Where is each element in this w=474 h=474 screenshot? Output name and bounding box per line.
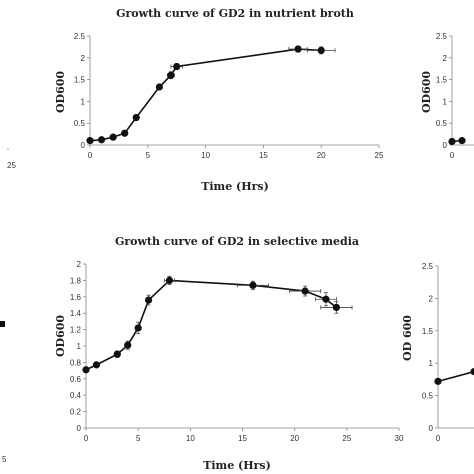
chart2-ytick-label: 0.4 [70,391,82,400]
chart3-data-point [458,137,466,145]
chart2-data-point [332,303,340,312]
chart3-data-point [448,137,456,146]
chart3-xtick-label: 0 [450,151,455,160]
chart1-data-point [155,83,163,91]
chart1-plot: 0 0.5 1 1.5 2 2.5 0 5 10 15 20 25 [74,32,384,160]
chart1-ytick-label: 1 [81,97,86,106]
chart1-xtick-label: 25 [375,151,384,160]
chart3-ytick-label: 1.5 [436,76,448,85]
chart1-data-point [173,62,181,71]
chart1-data-point [86,137,94,145]
chart4-ytick-label: 2.5 [422,262,434,271]
chart4-ylabel: OD 600 [401,315,414,361]
chart2-data-point [322,295,330,303]
chart2-data-point [165,276,174,284]
chart2-xtick-label: 5 [136,434,141,443]
chart4-ytick-label: 1.5 [422,327,434,336]
chart4-ytick-label: 2 [429,294,434,303]
chart2-ytick-label: 0.6 [70,375,82,384]
chart1-ytick-label: 0 [81,141,86,150]
chart4-partial-plot: 0 0.5 1 1.5 2 2.5 0 [422,262,474,443]
chart2-title: Growth curve of GD2 in selective media [115,235,359,248]
chart3-ytick-label: 0.5 [436,119,448,128]
chart2-ytick-label: 2 [77,260,82,269]
chart2-ytick-label: 0.2 [70,408,82,417]
chart2-ytick-label: 1.2 [70,326,82,335]
chart2-xtick-label: 30 [395,434,404,443]
chart2-ytick-label: 1.6 [70,293,82,302]
chart2-data-point [249,281,257,289]
left-edge-marker [0,321,5,327]
chart2-series-line [85,279,337,371]
chart3-ytick-label: 2 [443,54,448,63]
chart2-xtick-label: 15 [238,434,247,443]
chart1-ytick-label: 2 [81,54,86,63]
chart1-data-point [167,71,175,79]
chart1-title: Growth curve of GD2 in nutrient broth [116,7,354,20]
chart1-xtick-label: 5 [146,151,151,160]
chart2-ytick-label: 1 [77,342,82,351]
chart2-xtick-label: 25 [342,434,351,443]
chart3-ytick-label: 2.5 [436,32,448,41]
chart1-ytick-label: 0.5 [74,119,86,128]
chart2-plot: 00.20.40.60.811.21.41.61.820 5 10 15 20 25 30 [70,260,404,443]
chart1-xtick-label: 15 [259,151,268,160]
chart2-ytick-label: 1.8 [70,276,82,285]
chart1-xtick-label: 20 [317,151,326,160]
left-edge-tick-bottom: 5 [2,455,7,464]
chart1-series-line [89,48,322,142]
chart2-data-point [301,287,309,295]
chart2-ytick-label: 1.4 [70,309,82,318]
chart2-xtick-label: 10 [186,434,195,443]
chart4-ytick-label: 0 [429,424,434,433]
chart4-ytick-label: 0.5 [422,392,434,401]
chart2-data-point [145,296,153,304]
chart1-xtick-label: 0 [88,151,93,160]
chart2-data-point [113,350,121,358]
chart2-xtick-label: 0 [84,434,89,443]
chart3-partial-plot: 0 0.5 1 1.5 2 2.5 0 [436,32,474,160]
chart4-series-line [437,370,474,383]
chart2-ytick-label: 0.8 [70,358,82,367]
chart4-data-point [470,368,474,376]
chart2-data-point [82,366,90,374]
chart1-xtick-label: 10 [201,151,210,160]
chart1-data-point [317,46,325,54]
chart4-data-point [434,377,442,385]
chart3-ytick-label: 1 [443,97,448,106]
chart2-data-point [92,361,101,369]
left-edge-tick-top: 25 [7,161,16,170]
chart4-xtick-label: 0 [436,434,441,443]
chart1-ylabel: OD600 [54,71,67,113]
chart1-data-point [294,45,302,53]
chart1-data-point [109,133,117,141]
chart1-xlabel: Time (Hrs) [201,180,269,193]
chart2-data-point [134,324,142,332]
chart1-data-point [121,129,129,137]
chart1-data-point [132,113,140,122]
chart2-ylabel: OD600 [54,315,67,357]
chart1-data-point [97,136,106,144]
chart3-ylabel: OD600 [420,71,433,113]
chart2-data-point [124,341,132,349]
chart1-ytick-label: 1.5 [74,76,86,85]
chart3-ytick-label: 0 [443,141,448,150]
chart2-xtick-label: 20 [290,434,299,443]
chart2-ytick-label: 0 [77,424,82,433]
chart4-ytick-label: 1 [429,359,434,368]
chart2-xlabel: Time (Hrs) [203,459,271,472]
chart1-ytick-label: 2.5 [74,32,86,41]
